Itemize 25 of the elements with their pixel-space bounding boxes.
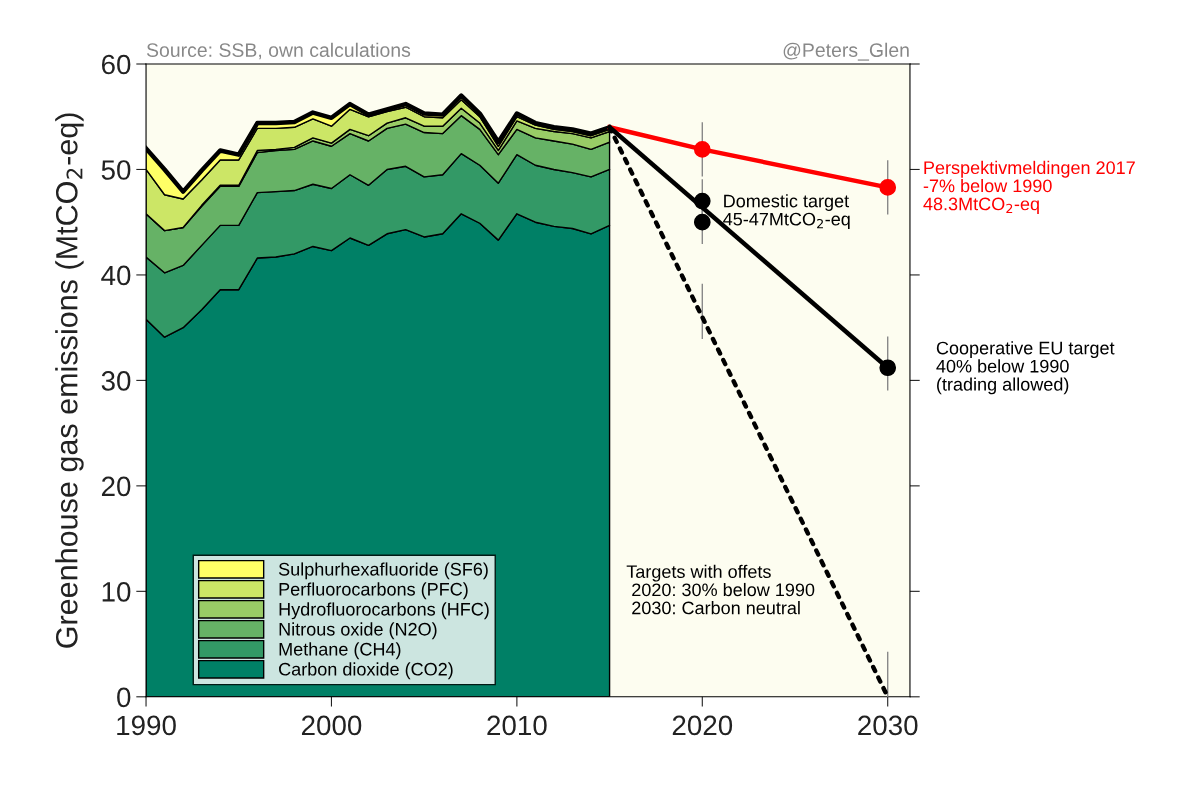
series-label: Perspektivmeldingen 2017 -7% below 1990 48.3MtCO$_{2}$-eq xyxy=(923,160,1135,214)
y-tick-label: 50 xyxy=(101,160,131,180)
legend-label: Carbon dioxide (CO2) xyxy=(279,662,453,680)
x-tick-label: 2020 xyxy=(672,715,733,736)
y-tick-label: 30 xyxy=(101,371,131,391)
legend-label: Methane (CH4) xyxy=(279,642,401,660)
x-tick-label: 2030 xyxy=(858,715,918,736)
text: @Peters_Glen xyxy=(783,42,909,61)
y-axis-title: Greenhouse gas emissions (MtCO$_{2}$-eq) xyxy=(55,113,84,648)
legend-label: Perfluorocarbons (PFC) xyxy=(279,582,468,600)
text: Cooperative EU target 40% below 1990 (trading allowed) xyxy=(936,341,1115,395)
legend-label: Sulphurhexafluoride (SF6) xyxy=(278,562,488,580)
x-tick-label: 1990 xyxy=(117,715,176,736)
x-tick-label: 2010 xyxy=(487,715,547,736)
series-label: Targets with offets 2020: 30% below 1990 2030: Carbon neutral xyxy=(626,564,815,615)
x-tick-label: 2000 xyxy=(301,715,362,736)
legend-label: Hydrofluorocarbons (HFC) xyxy=(279,602,489,620)
y-tick-label: 10 xyxy=(102,582,131,602)
y-tick-label: 20 xyxy=(101,476,131,497)
legend-label: Nitrous oxide (N2O) xyxy=(279,622,437,640)
y-tick-label: 40 xyxy=(101,265,131,286)
series-label: Domestic target 45-47MtCO$_{2}$-eq xyxy=(723,194,850,230)
y-tick-label: 0 xyxy=(117,687,131,708)
y-tick-label: 60 xyxy=(101,54,131,75)
source-note: Source: SSB, own calculations xyxy=(146,42,411,60)
